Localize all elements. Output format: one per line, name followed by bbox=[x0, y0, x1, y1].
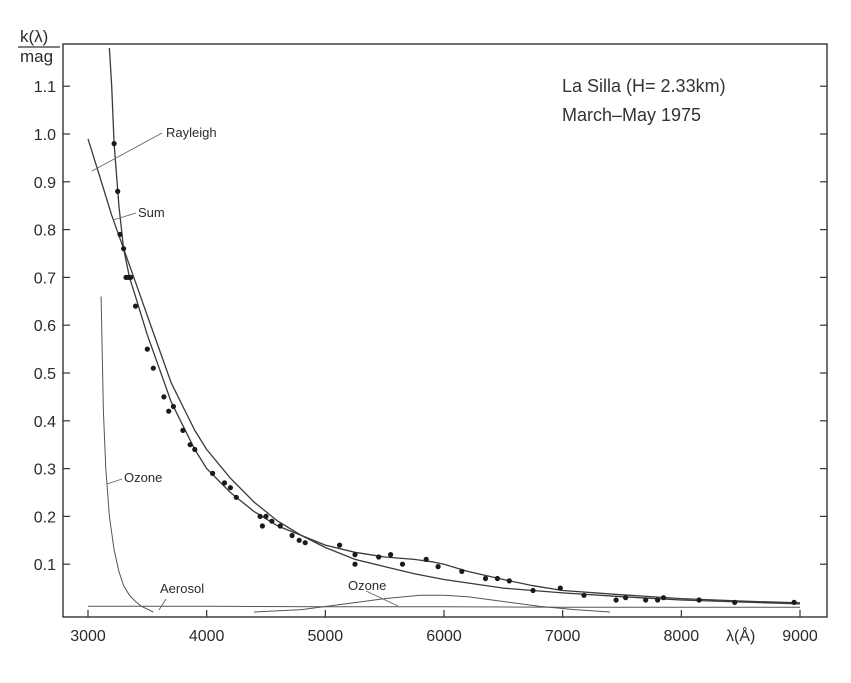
aerosol-curve bbox=[88, 605, 800, 608]
observation-point bbox=[161, 394, 167, 400]
observation-point bbox=[221, 480, 228, 486]
observation-point bbox=[337, 542, 343, 548]
observation-point bbox=[482, 575, 489, 582]
observation-point bbox=[655, 597, 661, 603]
x-tick-label: 8000 bbox=[664, 628, 700, 645]
x-tick-label: 5000 bbox=[308, 628, 344, 645]
ozone-uv-curve bbox=[100, 296, 154, 613]
axis-ticks: 3000 4000 5000 6000 7000 8000 9000 0.1 0.2 0.3 0.4… bbox=[34, 79, 827, 645]
observation-point bbox=[150, 365, 156, 371]
observation-point bbox=[166, 408, 172, 414]
x-tick-label: 9000 bbox=[782, 628, 818, 645]
observation-point bbox=[263, 513, 269, 520]
y-tick-label: 1.1 bbox=[34, 79, 56, 96]
observation-point bbox=[613, 597, 619, 603]
y-axis-label-top: k(λ) bbox=[20, 27, 48, 46]
observation-point bbox=[423, 556, 429, 563]
observation-point bbox=[210, 470, 216, 476]
rayleigh-curve bbox=[87, 138, 801, 605]
rayleigh-label: Rayleigh bbox=[166, 125, 217, 140]
observation-point bbox=[180, 427, 186, 433]
observation-point bbox=[257, 513, 263, 520]
aerosol-leader-line bbox=[158, 598, 167, 611]
observation-point bbox=[233, 494, 239, 500]
observation-point bbox=[187, 442, 193, 448]
observation-point bbox=[399, 561, 406, 567]
aerosol-label: Aerosol bbox=[160, 581, 204, 596]
observation-point bbox=[696, 597, 702, 603]
ozone-uv-label: Ozone bbox=[124, 470, 162, 485]
sum-leader-line bbox=[112, 212, 137, 221]
observation-point bbox=[192, 446, 198, 453]
observation-point bbox=[435, 564, 441, 570]
observation-point bbox=[459, 568, 465, 575]
observation-point bbox=[643, 597, 649, 603]
annotation-line-1: La Silla (H= 2.33km) bbox=[562, 76, 726, 96]
x-tick-label: 3000 bbox=[70, 628, 106, 645]
y-tick-label: 0.7 bbox=[34, 270, 56, 287]
plot-frame bbox=[62, 43, 828, 618]
observation-point bbox=[352, 552, 358, 558]
observation-point bbox=[660, 595, 667, 601]
observation-point bbox=[506, 578, 512, 584]
y-tick-label: 0.4 bbox=[34, 414, 56, 431]
observation-point bbox=[170, 403, 176, 410]
observation-point bbox=[128, 274, 134, 280]
observation-point bbox=[227, 485, 233, 491]
observation-point bbox=[296, 537, 302, 543]
observation-point bbox=[144, 346, 150, 352]
sum-label: Sum bbox=[138, 205, 165, 220]
y-tick-label: 0.3 bbox=[34, 462, 56, 479]
ozone-visible-curve bbox=[254, 594, 611, 613]
x-tick-label: 4000 bbox=[189, 628, 225, 645]
ozone-visible-leader-line bbox=[365, 590, 399, 607]
annotation-line-2: March–May 1975 bbox=[562, 105, 701, 125]
y-tick-label: 0.2 bbox=[34, 509, 56, 526]
y-tick-label: 0.6 bbox=[34, 318, 56, 335]
observation-point bbox=[791, 599, 797, 606]
y-tick-label: 0.1 bbox=[34, 557, 56, 574]
observation-point bbox=[269, 518, 275, 524]
observation-point bbox=[259, 523, 265, 529]
observation-point bbox=[115, 188, 121, 194]
x-tick-label: 6000 bbox=[426, 628, 462, 645]
y-tick-label: 1.0 bbox=[34, 127, 56, 144]
ozone-visible-label: Ozone bbox=[348, 578, 386, 593]
observation-point bbox=[352, 561, 358, 567]
observation-point bbox=[111, 141, 117, 147]
observation-point bbox=[557, 585, 563, 591]
observation-point bbox=[376, 554, 382, 560]
observation-point bbox=[302, 540, 308, 546]
y-tick-label: 0.5 bbox=[34, 366, 56, 383]
curve-labels: Rayleigh Sum Ozone Aerosol Ozone bbox=[91, 125, 399, 611]
observation-points bbox=[111, 141, 797, 606]
observation-point bbox=[132, 303, 139, 309]
observation-point bbox=[494, 575, 500, 582]
observation-point bbox=[121, 246, 127, 252]
ozone-uv-leader-line bbox=[106, 478, 123, 485]
observation-point bbox=[732, 599, 738, 606]
observation-point bbox=[117, 231, 123, 237]
observation-point bbox=[277, 523, 283, 529]
observation-point bbox=[623, 595, 629, 601]
observation-point bbox=[388, 552, 394, 558]
y-tick-label: 0.8 bbox=[34, 223, 56, 240]
y-tick-label: 0.9 bbox=[34, 175, 56, 192]
x-axis-label: λ(Å) bbox=[726, 626, 755, 645]
observation-point bbox=[530, 587, 536, 594]
observation-point bbox=[289, 532, 295, 539]
x-tick-label: 7000 bbox=[545, 628, 581, 645]
rayleigh-leader-line bbox=[91, 132, 163, 172]
observation-point bbox=[581, 592, 587, 598]
y-axis-label-bottom: mag bbox=[20, 47, 53, 66]
